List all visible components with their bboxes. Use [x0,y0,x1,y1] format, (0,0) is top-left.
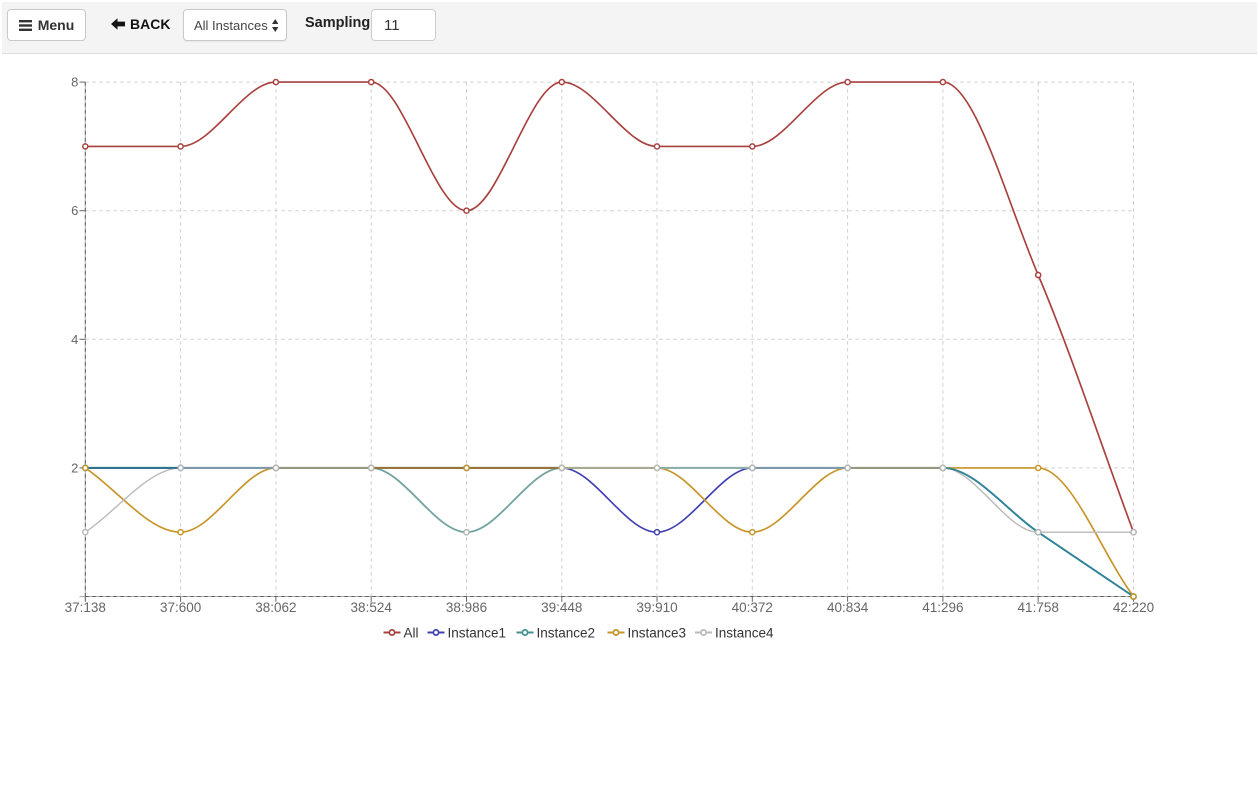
svg-text:37:138: 37:138 [65,600,106,615]
svg-text:Instance2: Instance2 [537,625,596,640]
svg-text:42:220: 42:220 [1113,600,1154,615]
svg-text:2: 2 [71,460,78,475]
svg-text:39:448: 39:448 [541,600,582,615]
svg-text:38:062: 38:062 [255,600,296,615]
svg-text:All: All [404,625,419,640]
svg-text:41:758: 41:758 [1018,600,1059,615]
svg-text:38:986: 38:986 [446,600,487,615]
svg-text:41:296: 41:296 [922,600,963,615]
svg-text:38:524: 38:524 [351,600,393,615]
svg-text:6: 6 [71,203,78,218]
svg-text:Instance3: Instance3 [628,625,687,640]
svg-text:37:600: 37:600 [160,600,201,615]
svg-text:39:910: 39:910 [636,600,677,615]
svg-text:8: 8 [71,75,78,90]
svg-text:Instance1: Instance1 [448,625,507,640]
svg-text:4: 4 [71,332,78,347]
svg-text:Instance4: Instance4 [715,625,774,640]
svg-text:40:372: 40:372 [732,600,773,615]
svg-text:40:834: 40:834 [827,600,869,615]
